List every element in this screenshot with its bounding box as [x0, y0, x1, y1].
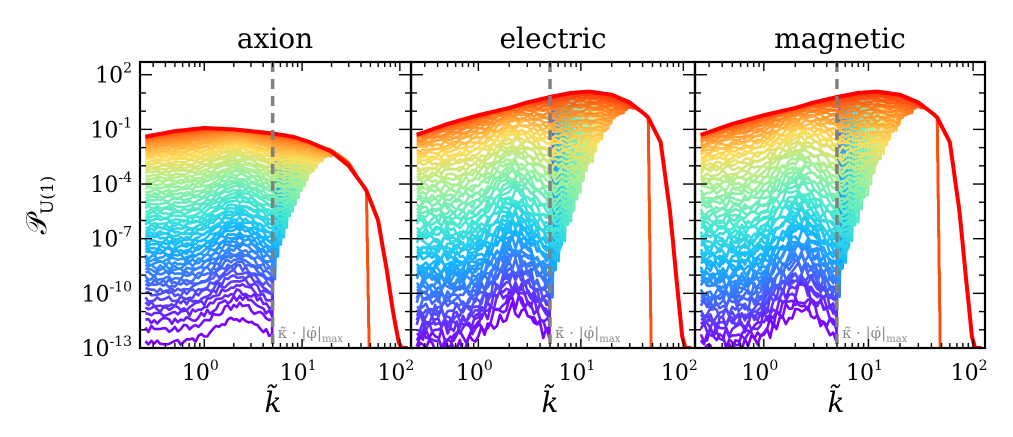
curve-group-axion — [144, 125, 408, 348]
y-tick-base: 10 — [81, 282, 109, 307]
x-tick-label-axion: 101 — [280, 358, 317, 386]
x-tick-base: 10 — [846, 361, 874, 386]
y-tick-label: 102 — [95, 61, 132, 89]
annotation-main: κ̃ · |φ̇| — [555, 324, 599, 342]
y-tick-base: 10 — [95, 64, 123, 89]
x-tick-label-magnetic: 101 — [846, 358, 883, 386]
svg-text:𝒫U(1): 𝒫U(1) — [20, 176, 58, 235]
y-tick-exp: -13 — [109, 334, 132, 350]
y-tick-base: 10 — [81, 337, 109, 362]
plot-frame-magnetic — [693, 60, 987, 350]
x-tick-base: 10 — [741, 361, 769, 386]
x-tick-base: 10 — [456, 361, 484, 386]
x-axis-label-magnetic: k̃ — [828, 384, 845, 419]
x-tick-exp: 1 — [874, 358, 883, 374]
annotation-sub: max — [599, 334, 620, 345]
y-tick-label: 10-4 — [90, 170, 132, 198]
annotation-sub: max — [322, 334, 343, 345]
x-tick-label-axion: 100 — [182, 358, 219, 386]
x-tick-base: 10 — [280, 361, 308, 386]
x-tick-base: 10 — [182, 361, 210, 386]
y-axis-label-sub: U(1) — [38, 176, 58, 214]
y-tick-label: 10-7 — [90, 225, 132, 253]
x-tick-label-electric: 100 — [456, 358, 493, 386]
spectrum-line-axion-69 — [145, 125, 408, 348]
annotation-kappa-magnetic: κ̃ · |φ̇|max — [842, 324, 908, 345]
x-tick-exp: 2 — [979, 358, 988, 374]
x-tick-base: 10 — [951, 361, 979, 386]
y-tick-exp: -1 — [118, 115, 132, 131]
x-tick-label-electric: 101 — [558, 358, 595, 386]
x-tick-base: 10 — [558, 361, 586, 386]
y-tick-label: 10-13 — [81, 334, 132, 362]
x-tick-label-electric: 102 — [661, 358, 698, 386]
spectrum-line-magnetic-69 — [700, 89, 982, 348]
y-tick-base: 10 — [90, 118, 118, 143]
x-tick-base: 10 — [661, 361, 689, 386]
x-axis-label-electric: k̃ — [542, 384, 559, 419]
x-tick-exp: 0 — [210, 358, 219, 374]
x-tick-label-axion: 102 — [377, 358, 414, 386]
y-tick-exp: -10 — [109, 279, 132, 295]
y-axis-label-main: 𝒫 — [20, 210, 53, 234]
curve-group-magnetic — [699, 89, 982, 348]
curve-group-electric — [415, 89, 692, 348]
spectrum-line-electric-69 — [416, 89, 692, 348]
x-tick-label-magnetic: 102 — [951, 358, 988, 386]
x-tick-exp: 1 — [308, 358, 317, 374]
annotation-main: κ̃ · |φ̇| — [842, 324, 886, 342]
panel-title-axion: axion — [237, 22, 313, 55]
annotation-kappa-electric: κ̃ · |φ̇|max — [555, 324, 621, 345]
y-tick-base: 10 — [90, 173, 118, 198]
panel-title-electric: electric — [499, 22, 606, 55]
y-tick-exp: -4 — [118, 170, 132, 186]
annotation-sub: max — [886, 334, 907, 345]
annotation-kappa-axion: κ̃ · |φ̇|max — [278, 324, 344, 345]
y-tick-base: 10 — [90, 228, 118, 253]
x-tick-label-magnetic: 100 — [741, 358, 778, 386]
x-tick-exp: 0 — [484, 358, 493, 374]
x-tick-exp: 0 — [769, 358, 778, 374]
y-axis-label: 𝒫U(1) — [20, 176, 58, 235]
x-tick-exp: 2 — [689, 358, 698, 374]
y-tick-exp: 2 — [123, 61, 132, 77]
panel-title-magnetic: magnetic — [774, 22, 906, 55]
annotation-main: κ̃ · |φ̇| — [278, 324, 322, 342]
x-tick-exp: 1 — [586, 358, 595, 374]
x-tick-exp: 2 — [405, 358, 414, 374]
y-tick-label: 10-1 — [90, 115, 132, 143]
y-tick-label: 10-10 — [81, 279, 132, 307]
y-tick-exp: -7 — [118, 225, 132, 241]
x-axis-label-axion: k̃ — [265, 384, 282, 419]
x-tick-base: 10 — [377, 361, 405, 386]
